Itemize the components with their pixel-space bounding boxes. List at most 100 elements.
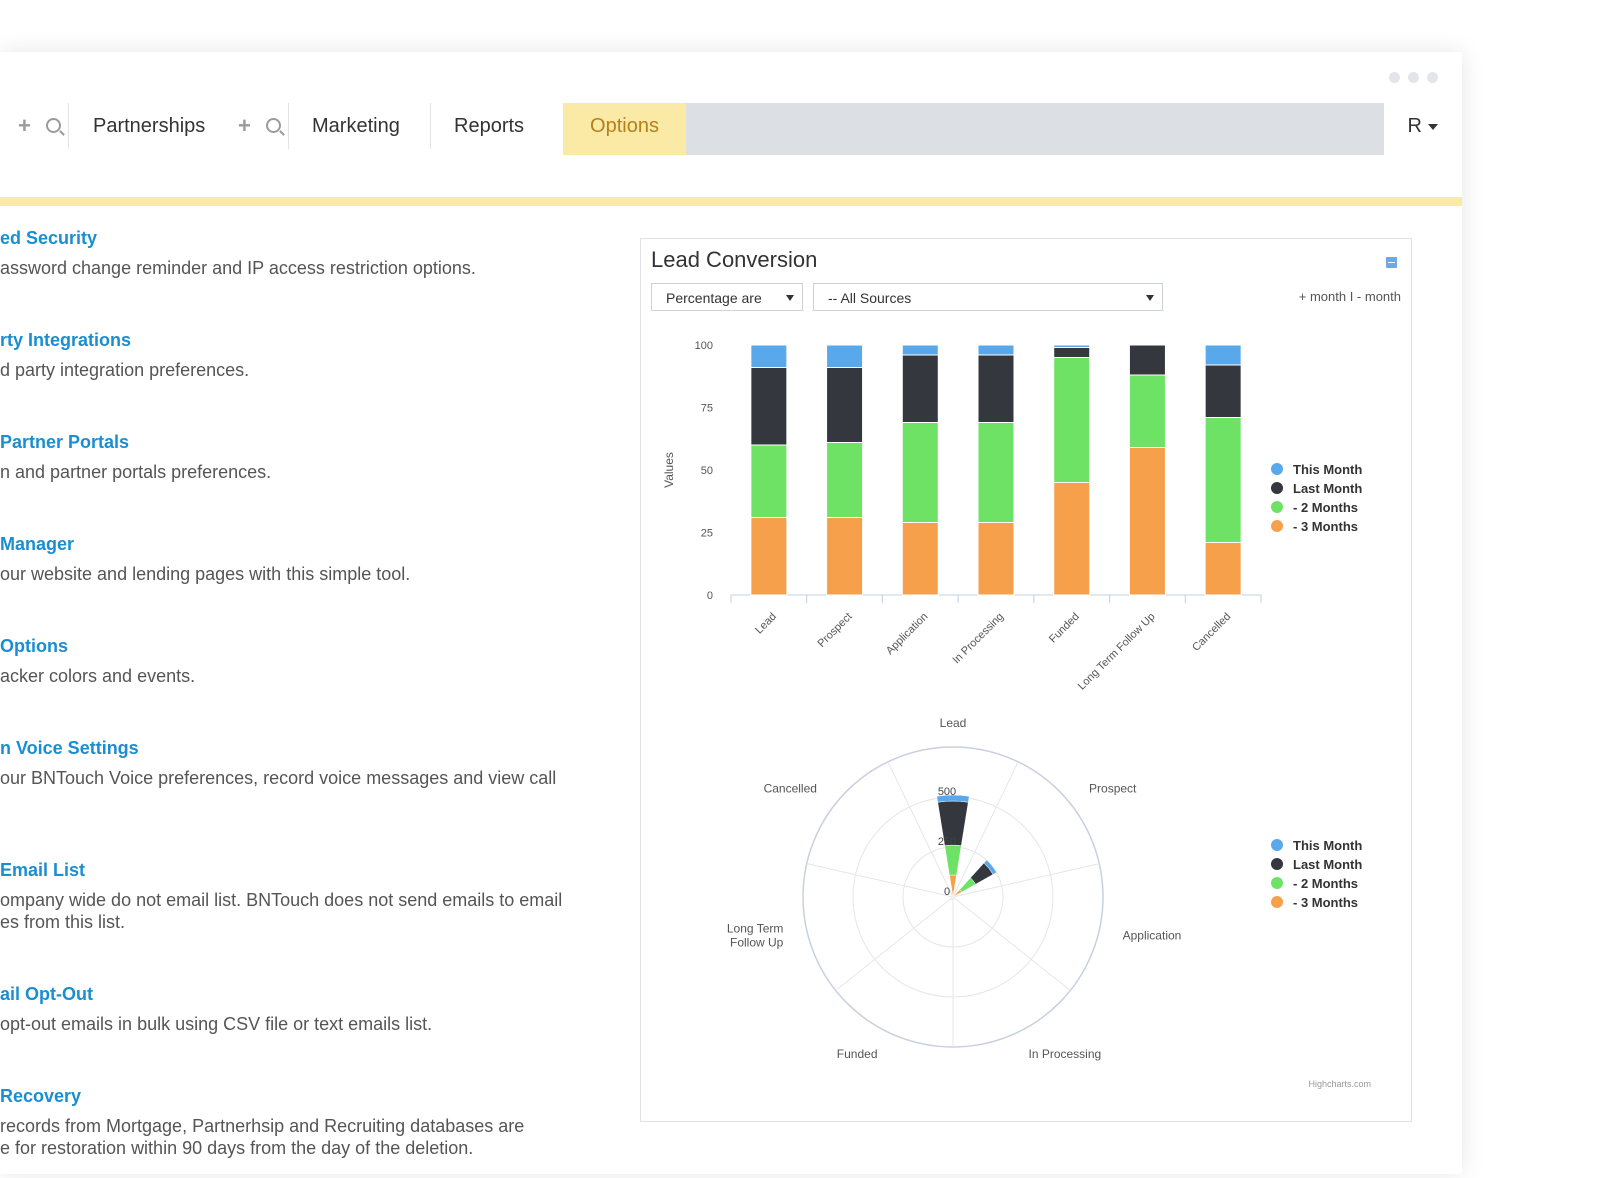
setting-item: Recovery records from Mortgage, Partnerh…	[0, 1086, 524, 1159]
search-icon[interactable]	[266, 103, 281, 155]
legend-label: - 2 Months	[1293, 500, 1358, 515]
legend-label: Last Month	[1293, 481, 1362, 496]
tab-divider	[68, 103, 69, 149]
tabbar-empty-area	[686, 103, 1384, 155]
y-axis-title: Values	[662, 452, 676, 488]
polar-category-label: Application	[1123, 929, 1182, 943]
setting-link[interactable]: Recovery	[0, 1086, 82, 1106]
search-icon[interactable]	[46, 103, 61, 155]
dropdown-arrow-icon	[786, 295, 794, 301]
legend-label: This Month	[1293, 838, 1362, 853]
setting-description: assword change reminder and IP access re…	[0, 258, 476, 278]
bar-segment	[1204, 344, 1242, 366]
setting-item: Email List ompany wide do not email list…	[0, 860, 562, 933]
legend-marker	[1271, 463, 1283, 475]
polar-radial-tick: 250	[938, 836, 956, 848]
setting-link[interactable]: Email List	[0, 860, 86, 880]
setting-description: records from Mortgage, Partnerhsip and R…	[0, 1116, 525, 1158]
bar-segment	[1204, 417, 1242, 543]
x-tick-label: Cancelled	[1190, 611, 1233, 654]
polar-category-label: Long Term	[727, 922, 783, 936]
legend-label: - 2 Months	[1293, 876, 1358, 891]
source-select[interactable]: -- All Sources	[813, 283, 1163, 311]
y-tick-label: 75	[701, 403, 713, 415]
dot-icon	[1389, 72, 1400, 83]
x-tick-label: In Processing	[951, 611, 1007, 667]
legend-label: - 3 Months	[1293, 895, 1358, 910]
setting-description: acker colors and events.	[0, 666, 196, 686]
tab-marketing[interactable]: Marketing	[312, 115, 400, 137]
user-menu[interactable]: R	[1408, 103, 1438, 155]
tab-reports[interactable]: Reports	[454, 115, 525, 137]
polar-grid-spoke	[887, 761, 954, 898]
bar-segment	[1053, 357, 1091, 483]
bar-segment	[750, 344, 788, 368]
main-tabbar: + Partnerships + Marketing Reports Optio…	[0, 103, 1462, 206]
window-menu-dots[interactable]	[1389, 72, 1438, 83]
setting-item: ail Opt-Out opt-out emails in bulk using…	[0, 984, 432, 1035]
tab-divider	[430, 103, 431, 149]
bar-segment	[1053, 344, 1091, 348]
setting-link[interactable]: Manager	[0, 534, 75, 554]
x-tick-label: Funded	[1047, 611, 1082, 646]
setting-item: ed Security assword change reminder and …	[0, 228, 476, 279]
setting-item: Partner Portals n and partner portals pr…	[0, 432, 271, 483]
legend-marker	[1271, 839, 1283, 851]
bar-segment	[1128, 344, 1166, 376]
lead-conversion-panel: Lead Conversion Percentage are -- All So…	[640, 238, 1412, 1122]
app-window: + Partnerships + Marketing Reports Optio…	[0, 52, 1462, 1174]
x-tick-label: Long Term Follow Up	[1076, 611, 1158, 693]
polar-segment	[936, 794, 970, 803]
legend-marker	[1271, 858, 1283, 870]
setting-link[interactable]: Options	[0, 636, 68, 656]
setting-link[interactable]: n Voice Settings	[0, 738, 139, 758]
bar-segment	[1053, 482, 1091, 596]
polar-grid-spoke	[952, 863, 1100, 898]
chart-credits: Highcharts.com	[1308, 1079, 1371, 1089]
bar-segment	[1204, 542, 1242, 596]
month-toggle[interactable]: + month I - month	[1298, 289, 1401, 304]
charts-canvas: 0 25 50 75 100 Values Lead Prospect Application I…	[662, 340, 1371, 1089]
bar-segment	[826, 344, 864, 368]
add-icon[interactable]: +	[18, 113, 31, 138]
setting-link[interactable]: rty Integrations	[0, 330, 132, 350]
setting-item: rty Integrations d party integration pre…	[0, 330, 249, 381]
bar-segment	[977, 344, 1015, 356]
y-tick-label: 0	[707, 590, 713, 602]
tab-options[interactable]: Options	[563, 103, 686, 155]
polar-grid-spoke	[952, 761, 1019, 898]
bar-segment	[901, 422, 939, 523]
mode-select[interactable]: Percentage are	[651, 283, 803, 311]
legend-marker	[1271, 520, 1283, 532]
bar-segment	[1204, 364, 1242, 418]
setting-description: d party integration preferences.	[0, 360, 250, 380]
setting-link[interactable]: ail Opt-Out	[0, 984, 93, 1004]
bar-segment	[826, 367, 864, 443]
polar-segment	[944, 844, 962, 876]
polar-segment	[950, 898, 953, 901]
legend-label: Last Month	[1293, 857, 1362, 872]
tabbar-underline	[0, 197, 1462, 206]
polar-category-label: Prospect	[1089, 782, 1137, 796]
polar-segment	[949, 874, 957, 898]
bar-segment	[901, 354, 939, 423]
bar-segment	[1128, 447, 1166, 596]
x-tick-label: Application	[884, 611, 931, 658]
dropdown-arrow-icon	[1146, 295, 1154, 301]
add-icon[interactable]: +	[238, 113, 251, 138]
dot-icon	[1427, 72, 1438, 83]
tab-partnerships[interactable]: Partnerships	[93, 115, 206, 137]
polar-category-label: Cancelled	[764, 782, 817, 796]
bar-segment	[750, 367, 788, 446]
legend-label: This Month	[1293, 462, 1362, 477]
x-tick-label: Lead	[753, 611, 779, 637]
bar-segment	[977, 354, 1015, 423]
polar-category-label: Funded	[837, 1047, 878, 1061]
setting-description: ompany wide do not email list. BNTouch d…	[0, 890, 563, 932]
bar-segment	[1128, 374, 1166, 448]
setting-link[interactable]: ed Security	[0, 228, 98, 248]
minimize-icon[interactable]	[1386, 257, 1397, 268]
legend-marker	[1271, 501, 1283, 513]
y-tick-label: 100	[695, 340, 713, 352]
setting-link[interactable]: Partner Portals	[0, 432, 130, 452]
